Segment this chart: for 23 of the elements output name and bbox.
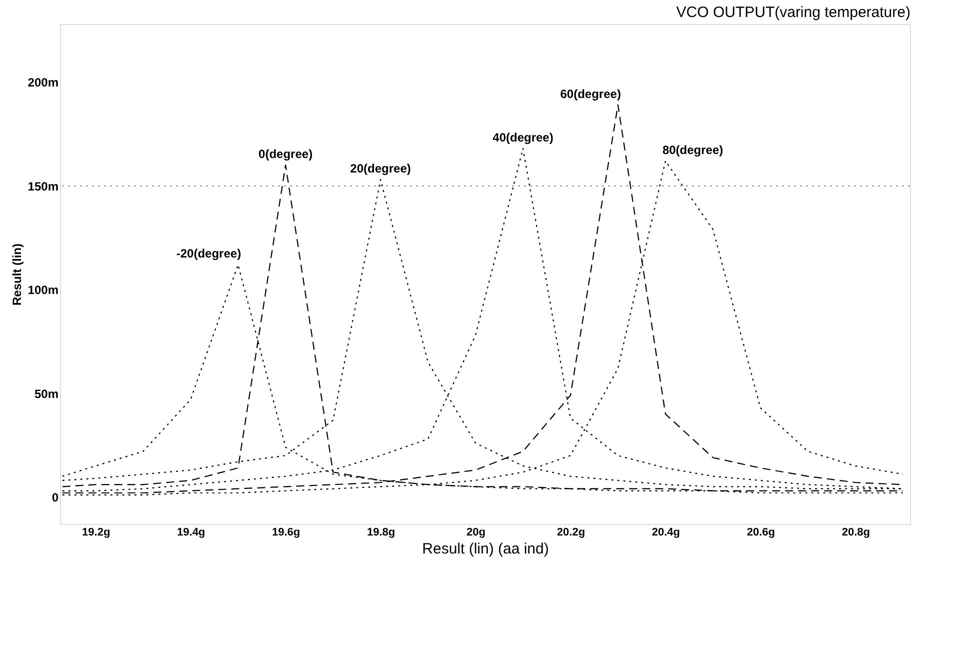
series-label: 0(degree): [258, 147, 313, 162]
y-tick-label: 100m: [28, 283, 58, 298]
x-tick-label: 20.2g: [556, 526, 586, 538]
x-axis-title: Result (lin) (aa ind): [422, 540, 549, 558]
series-label: 40(degree): [492, 130, 554, 144]
x-tick-label: 19.6g: [272, 526, 300, 538]
series-label: 80(degree): [662, 142, 724, 157]
chart-title: VCO OUTPUT(varing temperature): [676, 4, 910, 21]
x-tick-label: 20.8g: [842, 526, 870, 538]
x-tick-label: 19.4g: [177, 526, 206, 538]
y-tick-label: 0: [52, 490, 59, 505]
y-tick-label: 200m: [28, 76, 58, 90]
y-axis-title: Result (lin): [10, 244, 24, 306]
x-tick-label: 20.4g: [652, 526, 680, 538]
y-tick-label: 50m: [34, 386, 58, 401]
x-tick-label: 20.6g: [746, 526, 775, 538]
x-tick-label: 19.2g: [82, 526, 110, 538]
y-tick-label: 150m: [28, 179, 58, 194]
x-tick-label: 20g: [466, 526, 486, 538]
x-tick-label: 19.8g: [366, 526, 396, 538]
series-label: -20(degree): [176, 246, 242, 261]
series-label: 20(degree): [350, 162, 411, 176]
series-label: 60(degree): [560, 86, 621, 101]
